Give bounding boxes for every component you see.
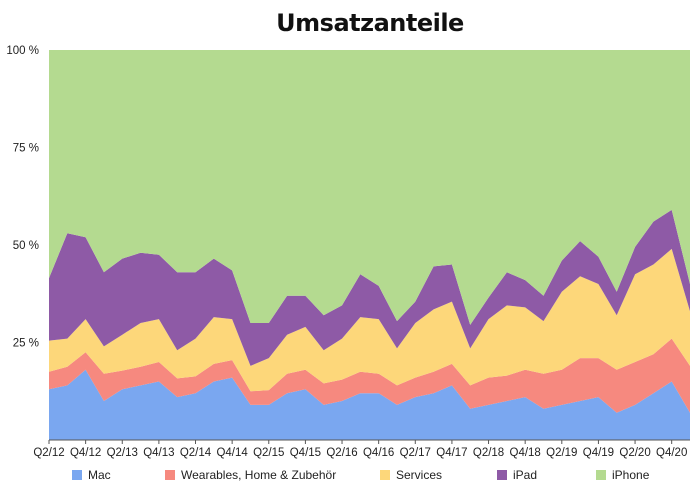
y-tick-label: 25 % [13,338,39,350]
x-tick-label: Q2/19 [546,447,577,459]
x-tick-label: Q2/18 [473,447,504,459]
legend-swatch [165,470,175,480]
area-services [49,248,690,392]
legend-item-iphone: iPhone [596,468,650,482]
x-tick-label: Q2/15 [253,447,284,459]
legend-swatch [596,470,606,480]
area-ipad [49,209,690,366]
x-tick-label: Q2/16 [326,447,357,459]
legend-label: Services [396,468,442,482]
x-tick-label: Q4/14 [216,447,248,459]
x-tick-label: Q2/12 [33,447,64,459]
chart-title: Umsatzanteile [276,9,464,37]
legend-swatch [497,470,507,480]
x-tick-label: Q2/13 [107,447,138,459]
x-tick-label: Q4/17 [436,447,467,459]
y-tick-label: 75 % [13,143,39,155]
y-axis: 100 % 75 % 50 % 25 % [6,45,39,350]
x-tick-label: Q2/20 [619,447,650,459]
area-wearables-home-zubeh-r [49,338,690,413]
legend-swatch [380,470,390,480]
y-tick-label: 50 % [13,240,39,252]
y-tick-label: 100 % [6,45,39,57]
area-mac [49,369,690,440]
legend-label: Wearables, Home & Zubehör [181,468,336,482]
x-tick-label: Q4/20 [656,447,687,459]
legend-label: iPad [513,468,537,482]
legend-item-ipad: iPad [497,468,537,482]
legend-label: iPhone [612,468,650,482]
legend-item-wearables-home-zubeh-r: Wearables, Home & Zubehör [165,468,336,482]
x-axis: Q2/12 Q4/12 Q2/13 Q4/13 Q2/14 Q4/14 Q2/15 Q4/15… [33,439,690,459]
x-tick-label: Q4/15 [290,447,321,459]
legend: Mac Wearables, Home & Zubehör Services iPad… [72,468,650,482]
x-tick-label: Q4/13 [143,447,174,459]
x-tick-label: Q4/19 [583,447,614,459]
legend-swatch [72,470,82,480]
x-tick-label: Q4/12 [70,447,101,459]
x-tick-label: Q4/16 [363,447,394,459]
x-tick-label: Q4/18 [510,447,541,459]
legend-item-services: Services [380,468,442,482]
legend-item-mac: Mac [72,468,111,482]
x-tick-label: Q2/17 [400,447,431,459]
area-series-group [49,50,690,440]
area-iphone [49,50,690,325]
legend-label: Mac [88,468,111,482]
x-tick-label: Q2/14 [180,447,212,459]
